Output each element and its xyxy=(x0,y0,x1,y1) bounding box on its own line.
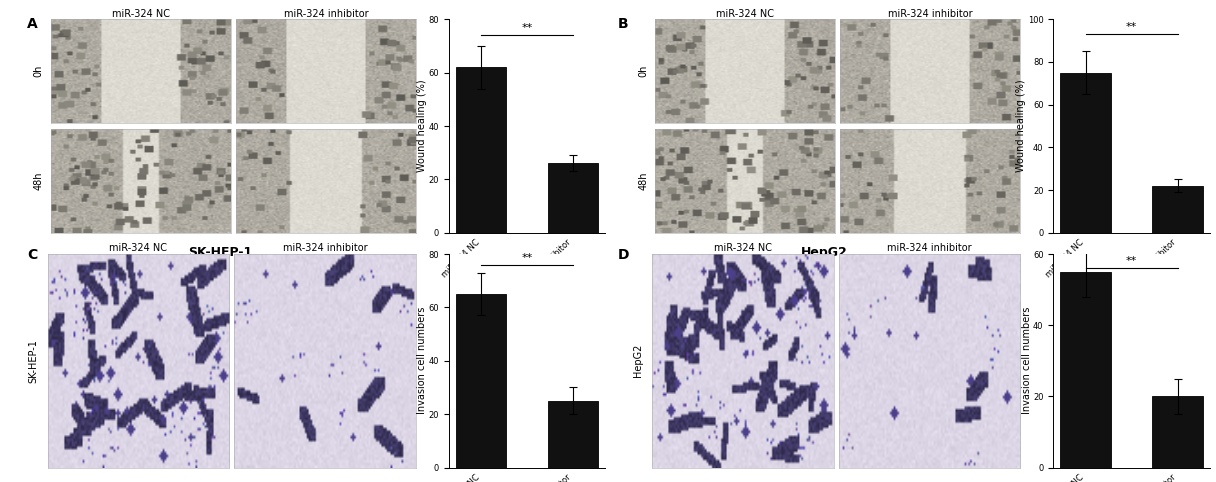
Text: **: ** xyxy=(522,253,533,263)
Bar xyxy=(548,163,598,233)
Title: miR-324 NC: miR-324 NC xyxy=(109,243,168,254)
Bar xyxy=(1153,396,1203,468)
Text: A: A xyxy=(27,17,38,31)
Bar xyxy=(456,67,507,233)
Bar xyxy=(1060,272,1111,468)
Text: SK-HEP-1: SK-HEP-1 xyxy=(28,339,39,383)
Bar xyxy=(1153,186,1203,233)
Text: 0h: 0h xyxy=(34,65,44,77)
Text: C: C xyxy=(27,248,36,262)
Y-axis label: Invasion cell numbers: Invasion cell numbers xyxy=(417,307,427,415)
Text: HepG2: HepG2 xyxy=(801,245,848,258)
Text: **: ** xyxy=(1126,22,1137,32)
Bar xyxy=(456,294,507,468)
Text: **: ** xyxy=(1126,256,1137,266)
Title: miR-324 inhibitor: miR-324 inhibitor xyxy=(888,243,972,254)
Y-axis label: Wound healing (%): Wound healing (%) xyxy=(1017,80,1026,173)
Text: D: D xyxy=(618,248,629,262)
Title: miR-324 NC: miR-324 NC xyxy=(716,9,775,18)
Text: 0h: 0h xyxy=(638,65,648,77)
Bar xyxy=(548,401,598,468)
Text: **: ** xyxy=(522,23,533,33)
Y-axis label: Invasion cell numbers: Invasion cell numbers xyxy=(1021,307,1031,415)
Text: HepG2: HepG2 xyxy=(632,344,643,377)
Bar xyxy=(1060,73,1111,233)
Title: miR-324 NC: miR-324 NC xyxy=(714,243,772,254)
Title: miR-324 inhibitor: miR-324 inhibitor xyxy=(283,243,367,254)
Title: miR-324 inhibitor: miR-324 inhibitor xyxy=(283,9,368,18)
Title: miR-324 NC: miR-324 NC xyxy=(112,9,170,18)
Text: B: B xyxy=(618,17,629,31)
Y-axis label: Wound healing (%): Wound healing (%) xyxy=(417,80,427,173)
Title: miR-324 inhibitor: miR-324 inhibitor xyxy=(888,9,973,18)
Text: 48h: 48h xyxy=(638,172,648,190)
Text: 48h: 48h xyxy=(34,172,44,190)
Text: SK-HEP-1: SK-HEP-1 xyxy=(188,245,252,258)
